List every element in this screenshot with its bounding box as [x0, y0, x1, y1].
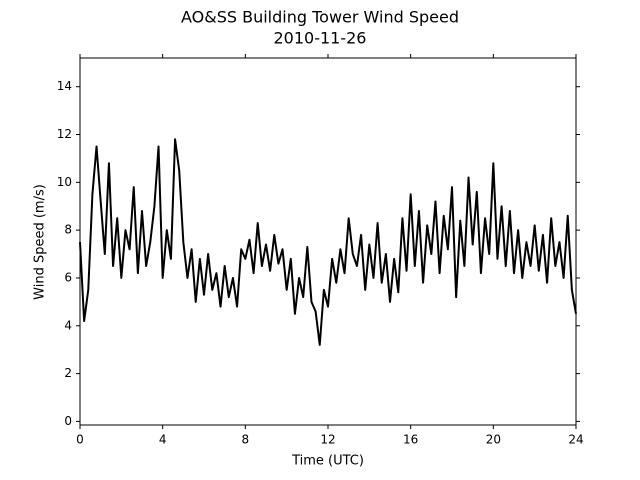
- x-tick-label: 0: [76, 433, 84, 447]
- x-tick-label: 24: [568, 433, 583, 447]
- y-tick-label: 12: [57, 127, 72, 141]
- y-tick-label: 8: [64, 223, 72, 237]
- chart-title: AO&SS Building Tower Wind Speed: [181, 8, 459, 27]
- chart-subtitle: 2010-11-26: [274, 29, 367, 48]
- x-tick-label: 16: [403, 433, 418, 447]
- x-tick-label: 8: [242, 433, 250, 447]
- x-axis-label: Time (UTC): [291, 454, 364, 469]
- plot-frame: [79, 57, 577, 426]
- y-tick-label: 14: [57, 79, 72, 93]
- x-tick-label: 20: [486, 433, 501, 447]
- y-axis-label: Wind Speed (m/s): [33, 184, 48, 300]
- line-series: [79, 138, 577, 346]
- x-tick-label: 12: [320, 433, 335, 447]
- y-tick-label: 2: [64, 366, 72, 380]
- x-tick-label: 4: [159, 433, 167, 447]
- y-tick-label: 6: [64, 270, 72, 284]
- y-tick-label: 0: [64, 414, 72, 428]
- y-tick-label: 10: [57, 175, 72, 189]
- y-tick-label: 4: [64, 318, 72, 332]
